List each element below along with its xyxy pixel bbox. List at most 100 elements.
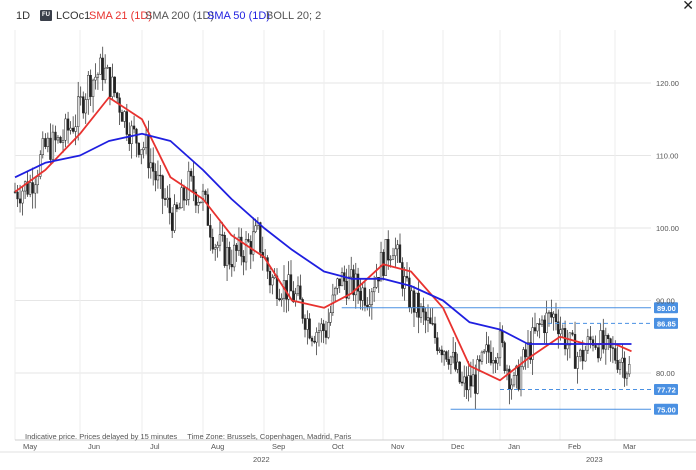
candle-body [426, 317, 430, 321]
candle [419, 303, 423, 323]
candle-body [254, 225, 257, 233]
candle-body [225, 247, 229, 266]
candle-body [187, 170, 190, 200]
indicator-sma21[interactable]: SMA 21 (1D) [89, 10, 152, 22]
close-icon[interactable]: ✕ [682, 0, 694, 13]
candle-body [529, 342, 532, 360]
candle-body [41, 138, 44, 155]
candle [34, 177, 37, 209]
candle [384, 239, 387, 276]
candle [54, 125, 57, 153]
candle [201, 183, 205, 211]
candle-body [480, 351, 484, 362]
candle [396, 239, 399, 263]
candle-body [359, 290, 362, 301]
candle [571, 329, 574, 337]
candle [247, 233, 250, 243]
candle [361, 282, 364, 311]
candle-body [171, 212, 174, 231]
candle-body [429, 317, 432, 324]
candle-body [410, 290, 413, 308]
indicator-sma200[interactable]: SMA 200 (1D) [145, 10, 215, 22]
candle-body [211, 237, 214, 250]
candle-body [240, 236, 243, 257]
candle [209, 213, 212, 251]
candle [429, 308, 432, 325]
candle-body [517, 365, 520, 390]
y-tick-label: 100.00 [656, 224, 679, 233]
candle-body [352, 269, 355, 296]
candle-body [182, 187, 186, 201]
candle-body [602, 330, 605, 350]
x-tick-label: Jul [150, 442, 160, 451]
candle [540, 315, 544, 327]
candle [483, 348, 486, 354]
candle-body [201, 190, 205, 203]
candle [422, 297, 425, 325]
candle-body [545, 312, 548, 334]
candle-body [273, 275, 276, 278]
candle-body [66, 118, 70, 131]
candle-body [289, 274, 293, 292]
interval-label[interactable]: 1D [16, 10, 31, 22]
candle [59, 135, 62, 144]
candle-body [175, 204, 179, 210]
candle-body [417, 292, 420, 318]
candle-body [398, 244, 402, 263]
x-tick-label: Mar [623, 442, 636, 451]
candle-body [197, 202, 200, 206]
candle [359, 278, 362, 310]
candle-body [144, 134, 148, 149]
candle-body [230, 264, 233, 268]
candle-body [327, 322, 330, 338]
candle [436, 332, 439, 355]
indicator-boll[interactable]: BOLL 20; 2 [266, 10, 322, 22]
candle-body [189, 170, 193, 177]
candle [554, 302, 558, 331]
level-lines: 89.00 86.85 77.72 75.00 [341, 302, 678, 415]
candle-body [71, 127, 75, 132]
candle-body [137, 142, 141, 155]
candle-body [552, 313, 555, 318]
candle [99, 53, 102, 75]
candle [159, 164, 162, 189]
timezone-note: Time Zone: Brussels, Copenhagen, Madrid,… [187, 432, 352, 441]
candle-body [91, 79, 95, 97]
candle [447, 349, 450, 370]
candle-body [271, 277, 274, 286]
candle [36, 169, 39, 194]
candle-body [614, 348, 617, 361]
candle-body [375, 277, 378, 288]
candle-body [510, 384, 513, 390]
candle-body [106, 67, 109, 69]
candle [599, 323, 602, 361]
candle [354, 262, 357, 309]
candle [206, 188, 210, 226]
candle [503, 340, 506, 374]
candle-body [156, 174, 160, 181]
symbol-label[interactable]: LCOc1 [56, 10, 91, 22]
candle [285, 280, 288, 313]
indicator-sma50[interactable]: SMA 50 (1D) [207, 10, 270, 22]
candle-body [34, 184, 37, 194]
candle-body [317, 330, 321, 333]
candle [604, 327, 607, 365]
candle-body [82, 96, 85, 114]
candle [140, 149, 143, 165]
candle [154, 163, 157, 192]
candle [111, 63, 114, 99]
candle [438, 347, 441, 353]
candle-body [209, 225, 212, 238]
candle [366, 297, 369, 311]
candle-body [49, 137, 52, 160]
candle-body [59, 136, 62, 143]
level-tag-label: 89.00 [657, 304, 676, 313]
candle [510, 378, 513, 400]
candle [412, 285, 416, 328]
level-tag [654, 317, 678, 329]
candle [623, 351, 626, 387]
candle [368, 289, 371, 317]
candle-body [438, 349, 441, 352]
x-tick-label: Jan [508, 442, 520, 451]
